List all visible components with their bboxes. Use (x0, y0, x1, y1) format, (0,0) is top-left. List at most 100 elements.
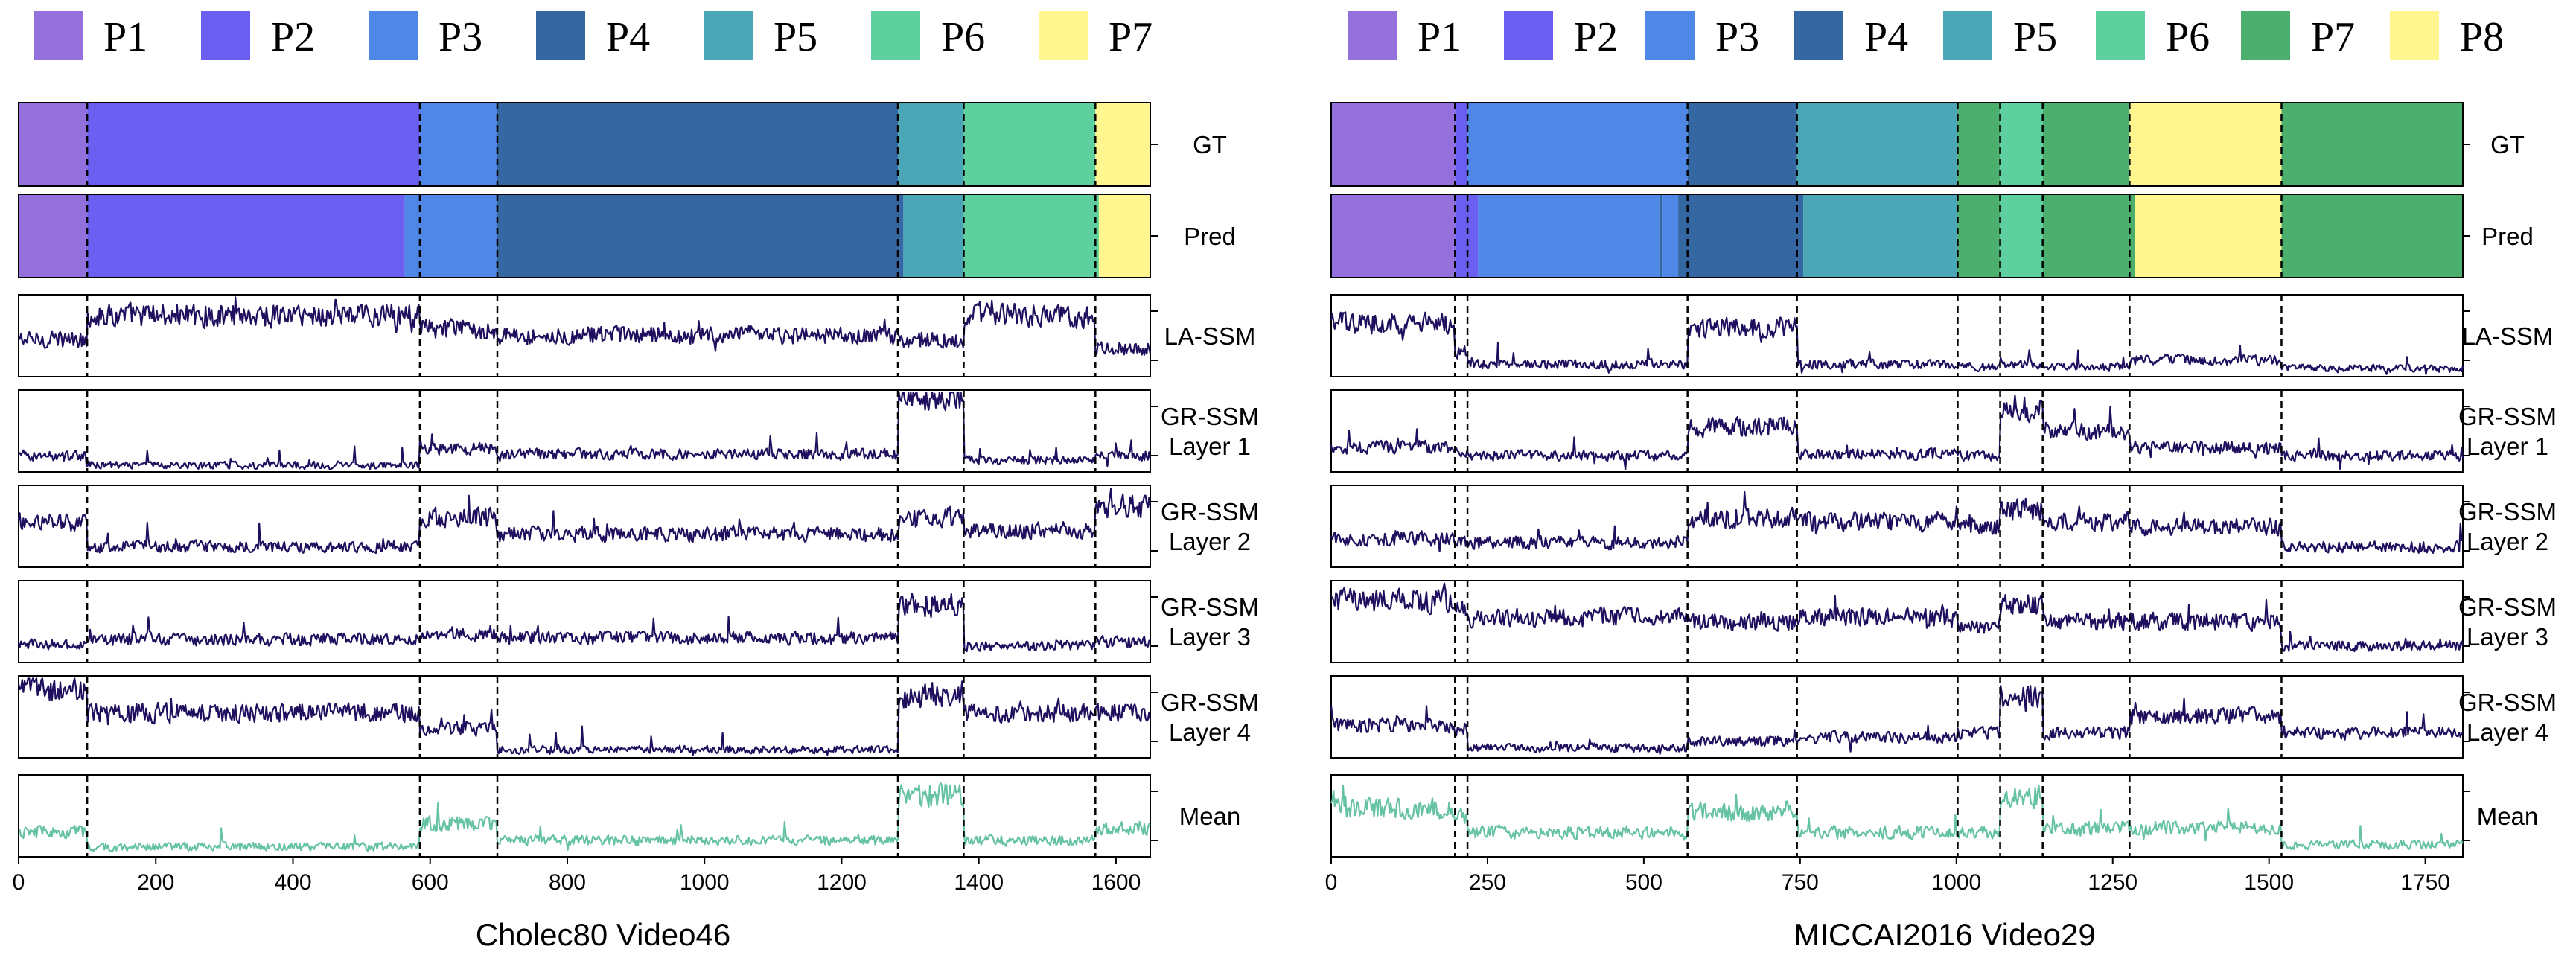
line-row-label: Layer 3 (2467, 623, 2548, 651)
pred-segment (2281, 194, 2463, 278)
legend-label-p6: P6 (941, 14, 985, 60)
pred-segment (87, 194, 405, 278)
gt-segment (1455, 103, 1468, 186)
line-row-0: LA-SSM (1330, 294, 2553, 377)
x-tick-label: 200 (137, 870, 174, 895)
x-tick-label: 1000 (1931, 870, 1981, 895)
gt-segment (1331, 103, 1456, 186)
line-row-label: Layer 1 (2467, 432, 2548, 460)
series-line (1330, 685, 2464, 756)
x-tick-label: 500 (1625, 870, 1662, 895)
gt-segment (2129, 103, 2282, 186)
x-axis: 0 250 500 750 1000 1250 1500 1750 (1325, 857, 2450, 895)
pred-segment (2135, 194, 2282, 278)
legend-swatch-p8 (2390, 11, 2439, 60)
pred-segment (2000, 194, 2043, 278)
line-row-label: GR-SSM (2458, 498, 2557, 526)
x-tick-label: 1000 (680, 870, 730, 895)
pred-segment (497, 194, 904, 278)
panel-miccai2016: P1 P2 P3 P4 P5 P6 P7 P8GTPredLA-SSMGR-SSMLayer … (1325, 11, 2557, 952)
x-tick-label: 1750 (2400, 870, 2450, 895)
line-row-label: GR-SSM (2458, 689, 2557, 716)
series-line (1330, 311, 2464, 375)
gt-segment (897, 103, 964, 186)
line-row-label: GR-SSM (1161, 689, 1259, 716)
legend-swatch-p4 (1794, 11, 1843, 60)
pred-segment (1678, 194, 1804, 278)
legend-label-p1: P1 (1418, 14, 1461, 60)
gt-segment (963, 103, 1096, 186)
line-row-label: Mean (1179, 802, 1241, 830)
pred-segment (963, 194, 1099, 278)
line-row-label: GR-SSM (1161, 403, 1259, 430)
line-row-label: GR-SSM (2458, 403, 2557, 430)
line-row-label: GR-SSM (1161, 498, 1259, 526)
gt-segment (1957, 103, 2000, 186)
line-row-frame (1330, 774, 2464, 858)
legend-label-p5: P5 (2013, 14, 2057, 60)
legend-swatch-p2 (1504, 11, 1553, 60)
x-tick-label: 750 (1782, 870, 1819, 895)
gt-segment (1467, 103, 1688, 186)
x-axis: 0 200 400 600 800 1000 1200 1400 1600 (13, 857, 1141, 895)
pred-segment (903, 194, 964, 278)
legend-label-p2: P2 (1574, 14, 1618, 60)
line-row-label: LA-SSM (1164, 322, 1256, 350)
pred-segment (1478, 194, 1660, 278)
pred-segment (1098, 194, 1150, 278)
legend-swatch-p1 (1348, 11, 1397, 60)
x-tick-label: 400 (274, 870, 311, 895)
legend-label-p4: P4 (1864, 14, 1908, 60)
series-line (18, 296, 1152, 356)
legend-swatch-p6 (871, 11, 920, 60)
legend-swatch-p1 (34, 11, 83, 60)
gt-row: GT (18, 102, 1227, 187)
line-row-label: Layer 2 (1169, 528, 1251, 555)
series-line (17, 593, 1151, 653)
gt-label: GT (2490, 131, 2525, 159)
legend-label-p3: P3 (1715, 14, 1759, 60)
pred-label: Pred (1184, 223, 1236, 250)
gt-segment (1687, 103, 1797, 186)
x-tick-label: 250 (1469, 870, 1506, 895)
pred-segment (1331, 194, 1456, 278)
legend-swatch-p5 (704, 11, 753, 60)
pred-row: Pred (1330, 194, 2534, 278)
gt-segment (1095, 103, 1150, 186)
legend-swatch-p4 (536, 11, 585, 60)
legend-label-p7: P7 (2311, 14, 2355, 60)
series-line (17, 677, 1152, 756)
legend-swatch-p6 (2096, 11, 2145, 60)
x-tick-label: 1600 (1091, 870, 1141, 895)
line-row-label: GR-SSM (1161, 593, 1259, 621)
gt-segment (419, 103, 498, 186)
gt-segment (497, 103, 898, 186)
series-line (17, 487, 1152, 555)
line-row-label: Mean (2477, 802, 2539, 830)
series-line (1330, 394, 2464, 470)
pred-segment (2042, 194, 2135, 278)
legend-swatch-p3 (1645, 11, 1695, 60)
legend-label-p6: P6 (2166, 14, 2210, 60)
line-row-0: LA-SSM (18, 294, 1256, 377)
legend-swatch-p2 (201, 11, 250, 60)
panel-caption: MICCAI2016 Video29 (1794, 917, 2095, 952)
panel-caption: Cholec80 Video46 (476, 917, 731, 952)
line-row-label: GR-SSM (2458, 593, 2557, 621)
legend-swatch-p7 (2241, 11, 2290, 60)
series-line (1330, 491, 2464, 555)
legend-label-p4: P4 (606, 14, 650, 60)
line-row-frame (18, 580, 1151, 663)
legend-label-p8: P8 (2460, 14, 2504, 60)
line-row-label: Layer 4 (2467, 718, 2548, 746)
series-line (1330, 785, 2464, 851)
gt-segment (2000, 103, 2043, 186)
gt-segment (2042, 103, 2130, 186)
gt-segment (1796, 103, 1958, 186)
